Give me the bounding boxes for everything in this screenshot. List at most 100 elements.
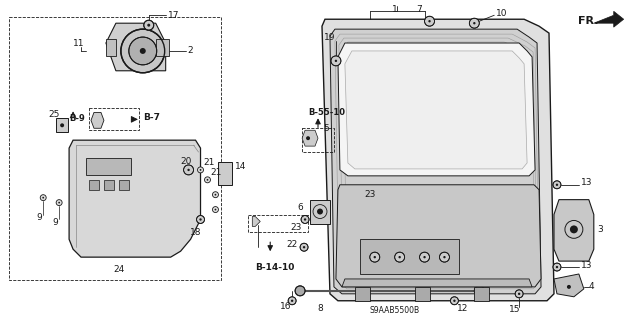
Circle shape: [553, 181, 561, 189]
Polygon shape: [554, 274, 584, 297]
Text: 23: 23: [364, 190, 376, 199]
Circle shape: [453, 300, 456, 302]
Text: 11: 11: [73, 39, 84, 48]
Circle shape: [423, 256, 426, 258]
Circle shape: [207, 179, 209, 181]
Text: 8: 8: [317, 304, 323, 313]
Circle shape: [424, 16, 435, 26]
Circle shape: [295, 286, 305, 296]
Polygon shape: [594, 11, 623, 27]
Circle shape: [304, 218, 307, 221]
Circle shape: [474, 286, 484, 296]
Polygon shape: [104, 180, 114, 190]
Text: B-7: B-7: [143, 113, 160, 122]
Circle shape: [60, 123, 64, 127]
Polygon shape: [252, 217, 260, 226]
Text: 20: 20: [180, 158, 191, 167]
Circle shape: [570, 226, 578, 234]
Circle shape: [451, 297, 458, 305]
Circle shape: [214, 209, 216, 211]
Text: FR.: FR.: [578, 16, 598, 26]
Polygon shape: [56, 118, 68, 132]
Text: 6: 6: [298, 203, 303, 212]
Text: 14: 14: [236, 162, 247, 171]
Circle shape: [42, 197, 44, 198]
Circle shape: [518, 293, 520, 295]
Text: 9: 9: [36, 213, 42, 222]
Text: B-14-10: B-14-10: [255, 263, 294, 271]
Text: B-55-10: B-55-10: [308, 108, 345, 117]
Text: 12: 12: [458, 304, 468, 313]
Polygon shape: [322, 19, 554, 301]
Circle shape: [40, 195, 46, 201]
Polygon shape: [355, 287, 370, 301]
Text: 7: 7: [417, 5, 422, 14]
Circle shape: [370, 252, 380, 262]
Polygon shape: [119, 180, 129, 190]
Circle shape: [199, 218, 202, 221]
Circle shape: [147, 24, 150, 27]
Circle shape: [515, 290, 523, 298]
Text: 18: 18: [190, 228, 202, 237]
Text: 13: 13: [581, 261, 593, 270]
Polygon shape: [360, 239, 460, 274]
Bar: [302, 128, 334, 152]
Circle shape: [374, 256, 376, 258]
Circle shape: [288, 297, 296, 305]
Circle shape: [556, 184, 558, 186]
Text: 2: 2: [188, 47, 193, 56]
Circle shape: [129, 37, 157, 65]
Text: 16: 16: [280, 302, 292, 311]
Polygon shape: [310, 200, 330, 225]
Bar: [10, 17, 221, 280]
Text: 10: 10: [496, 9, 508, 18]
Circle shape: [331, 56, 341, 66]
Circle shape: [214, 194, 216, 196]
Circle shape: [184, 165, 193, 175]
Circle shape: [553, 263, 561, 271]
Circle shape: [317, 209, 323, 214]
Bar: [248, 214, 308, 232]
Circle shape: [473, 22, 476, 24]
Circle shape: [205, 177, 211, 183]
Circle shape: [440, 252, 449, 262]
Polygon shape: [69, 140, 200, 257]
Bar: [89, 108, 139, 130]
Polygon shape: [89, 180, 99, 190]
Circle shape: [121, 29, 164, 73]
Polygon shape: [345, 51, 527, 169]
Circle shape: [212, 192, 218, 198]
Polygon shape: [218, 162, 232, 185]
Circle shape: [303, 246, 305, 249]
Polygon shape: [474, 287, 489, 301]
Circle shape: [306, 136, 310, 140]
Circle shape: [469, 18, 479, 28]
Circle shape: [58, 202, 60, 204]
Circle shape: [212, 207, 218, 212]
Polygon shape: [106, 23, 166, 71]
Polygon shape: [91, 112, 104, 128]
Circle shape: [399, 256, 401, 258]
Polygon shape: [338, 43, 535, 176]
Text: 25: 25: [48, 110, 60, 119]
Circle shape: [567, 285, 571, 289]
Polygon shape: [342, 279, 532, 287]
Circle shape: [335, 60, 337, 62]
Circle shape: [395, 252, 404, 262]
Text: 22: 22: [287, 240, 298, 249]
Circle shape: [444, 256, 445, 258]
Text: 1: 1: [392, 5, 397, 14]
Circle shape: [56, 200, 62, 205]
Circle shape: [420, 252, 429, 262]
Text: 21: 21: [211, 168, 222, 177]
Text: S9AAB5500B: S9AAB5500B: [370, 306, 420, 315]
Text: 24: 24: [113, 264, 125, 273]
Text: 21: 21: [204, 159, 215, 167]
Text: 15: 15: [509, 305, 521, 314]
Polygon shape: [336, 185, 541, 287]
Circle shape: [556, 266, 558, 268]
Polygon shape: [302, 130, 318, 146]
Circle shape: [291, 300, 293, 302]
Polygon shape: [554, 200, 594, 261]
Text: 17: 17: [168, 11, 179, 20]
